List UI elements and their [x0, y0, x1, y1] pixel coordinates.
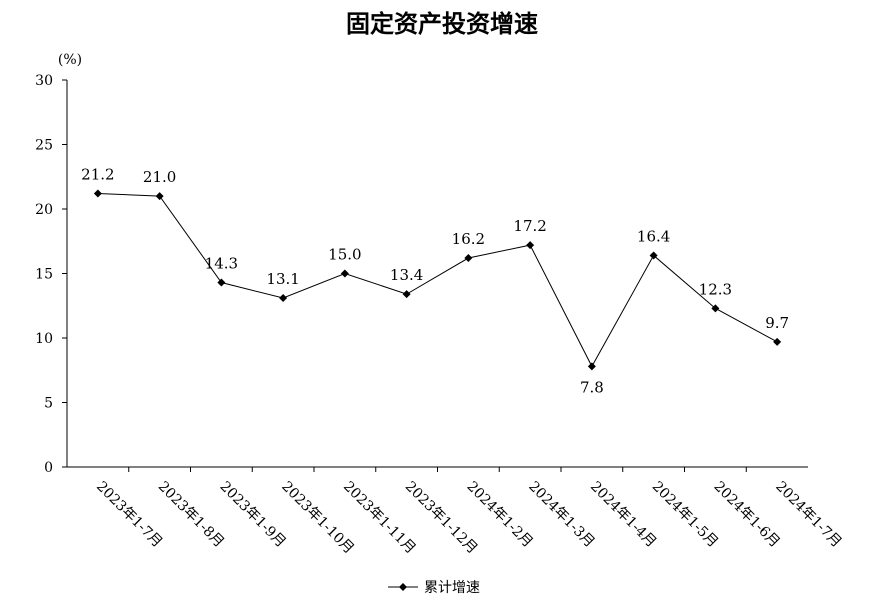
data-point-marker: [217, 278, 226, 287]
data-label: 17.2: [513, 217, 546, 235]
data-point-marker: [402, 290, 411, 299]
data-point-marker: [587, 362, 596, 371]
y-tick-label: 0: [44, 460, 53, 476]
y-tick-label: 25: [35, 138, 53, 154]
y-tick-label: 5: [44, 396, 53, 412]
y-tick-label: 10: [35, 331, 53, 347]
series-group: 21.2 21.0 14.3 13.1 15.0 13.4 16.2 17.2 7.8 16.4 1…: [81, 166, 789, 397]
data-label: 7.8: [580, 378, 604, 396]
data-label: 16.4: [637, 227, 670, 245]
legend: 累计增速: [388, 580, 480, 596]
data-point-marker: [711, 304, 720, 313]
data-label: 21.2: [81, 166, 114, 184]
data-point-marker: [279, 294, 288, 303]
legend-marker: [399, 583, 407, 591]
data-point-marker: [340, 269, 349, 278]
data-label: 12.3: [699, 280, 732, 298]
data-label: 9.7: [765, 314, 789, 332]
data-label: 13.4: [390, 266, 423, 284]
data-point-marker: [526, 241, 535, 250]
data-point-marker: [649, 251, 658, 260]
data-label: 15.0: [328, 246, 361, 264]
data-label: 16.2: [452, 230, 485, 248]
data-point-marker: [464, 254, 473, 263]
data-label: 21.0: [143, 168, 176, 186]
data-point-marker: [93, 189, 102, 198]
data-point-marker: [155, 192, 164, 201]
axes: [66, 80, 808, 468]
x-axis-ticks: 2023年1-7月2023年1-8月2023年1-9月2023年1-10月202…: [93, 467, 845, 557]
data-point-marker: [773, 337, 782, 346]
data-label: 14.3: [205, 255, 238, 273]
y-axis-ticks: 0 5 10 15 20 25 30: [35, 73, 67, 476]
data-label: 13.1: [266, 270, 299, 288]
x-tick-label: 2024年1-7月: [772, 479, 844, 551]
chart-title: 固定资产投资增速: [346, 9, 538, 38]
y-tick-label: 30: [35, 73, 53, 89]
y-tick-label: 15: [35, 267, 53, 283]
y-axis-unit-label: (%): [58, 52, 82, 68]
legend-label: 累计增速: [424, 580, 480, 596]
y-tick-label: 20: [35, 202, 53, 218]
series-line: [97, 193, 778, 368]
